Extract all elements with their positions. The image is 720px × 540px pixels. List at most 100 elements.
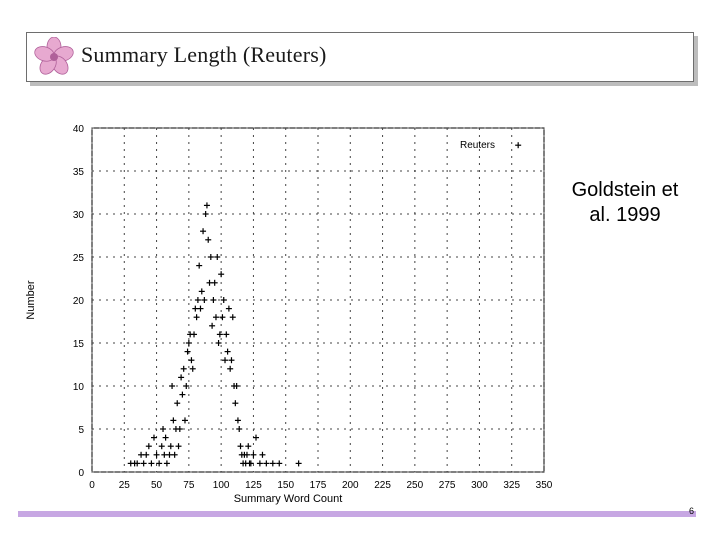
data-point [174, 400, 181, 407]
y-tick-label: 5 [78, 425, 84, 436]
data-point [203, 202, 210, 209]
data-point [134, 460, 141, 467]
x-tick-label: 350 [536, 480, 553, 491]
data-point [215, 340, 222, 346]
data-point [515, 142, 522, 149]
x-tick-label: 0 [89, 480, 95, 491]
data-point [166, 451, 173, 458]
data-point [179, 391, 186, 398]
x-tick-label: 300 [471, 480, 488, 491]
data-point [207, 254, 214, 260]
data-point [196, 262, 203, 269]
x-axis-label: Summary Word Count [234, 493, 343, 505]
data-point [176, 426, 183, 432]
data-point [200, 228, 207, 235]
data-point [219, 314, 226, 321]
data-point [162, 434, 169, 441]
slide-title: Summary Length (Reuters) [81, 42, 327, 67]
data-point [167, 443, 174, 450]
data-point [153, 451, 160, 458]
y-tick-label: 35 [73, 167, 85, 178]
x-tick-label: 325 [503, 480, 520, 491]
data-point [229, 314, 236, 321]
citation-note: Goldstein et al. 1999 [571, 179, 679, 226]
data-point [253, 434, 260, 441]
data-point [210, 297, 217, 303]
data-point [202, 211, 209, 217]
slide-title-box: Summary Length (Reuters) [26, 32, 694, 82]
data-point [194, 297, 201, 303]
data-point [220, 297, 227, 303]
footer-bar [18, 511, 696, 517]
data-point [150, 434, 157, 441]
data-point [198, 288, 205, 295]
data-point [171, 451, 178, 458]
data-point [218, 271, 225, 278]
data-point [228, 357, 235, 364]
data-point [227, 365, 234, 372]
data-point [243, 451, 250, 458]
data-point [181, 417, 188, 424]
x-tick-label: 225 [374, 480, 391, 491]
y-tick-label: 20 [73, 296, 85, 307]
data-point [183, 383, 190, 389]
data-point [223, 331, 230, 338]
data-point [145, 443, 152, 450]
y-tick-label: 15 [73, 339, 85, 350]
data-point [214, 254, 221, 260]
data-point [237, 443, 244, 450]
data-point [225, 305, 232, 312]
x-tick-label: 275 [439, 480, 456, 491]
page-number: 6 [688, 506, 694, 516]
data-point [156, 460, 163, 467]
x-tick-label: 25 [119, 480, 131, 491]
x-tick-label: 125 [245, 480, 262, 491]
data-point [263, 460, 270, 467]
data-point [211, 279, 218, 286]
data-point [216, 331, 223, 338]
data-point [232, 400, 239, 407]
data-point [160, 426, 167, 432]
data-point [189, 365, 196, 372]
data-point [178, 374, 185, 381]
data-point [234, 417, 241, 424]
data-point [184, 348, 191, 355]
data-point [193, 314, 200, 321]
x-tick-label: 50 [151, 480, 163, 491]
data-point [158, 443, 165, 450]
data-point [206, 279, 213, 286]
data-point [192, 305, 199, 312]
data-point [180, 365, 187, 372]
data-point [163, 460, 170, 467]
data-point [212, 314, 219, 321]
y-tick-label: 10 [73, 382, 85, 393]
x-tick-label: 100 [213, 480, 230, 491]
data-point [197, 305, 204, 312]
data-point [247, 460, 254, 467]
data-point [185, 340, 192, 346]
data-point [233, 383, 240, 389]
data-point [209, 322, 216, 329]
y-tick-label: 0 [78, 468, 84, 479]
data-point [169, 383, 176, 389]
data-point [140, 460, 147, 467]
data-point [138, 451, 145, 458]
data-point [250, 451, 257, 458]
y-tick-label: 40 [73, 124, 85, 135]
flower-icon [34, 37, 74, 75]
y-tick-label: 25 [73, 253, 85, 264]
x-tick-label: 250 [407, 480, 424, 491]
data-point [222, 357, 229, 364]
x-tick-label: 75 [183, 480, 195, 491]
x-tick-label: 175 [310, 480, 327, 491]
data-point [170, 417, 177, 424]
data-point [143, 451, 150, 458]
data-point [148, 460, 155, 467]
data-point [236, 426, 243, 432]
data-point [256, 460, 263, 467]
data-point [269, 460, 276, 467]
data-point [276, 460, 283, 467]
data-point [201, 297, 208, 303]
data-point [245, 443, 252, 450]
